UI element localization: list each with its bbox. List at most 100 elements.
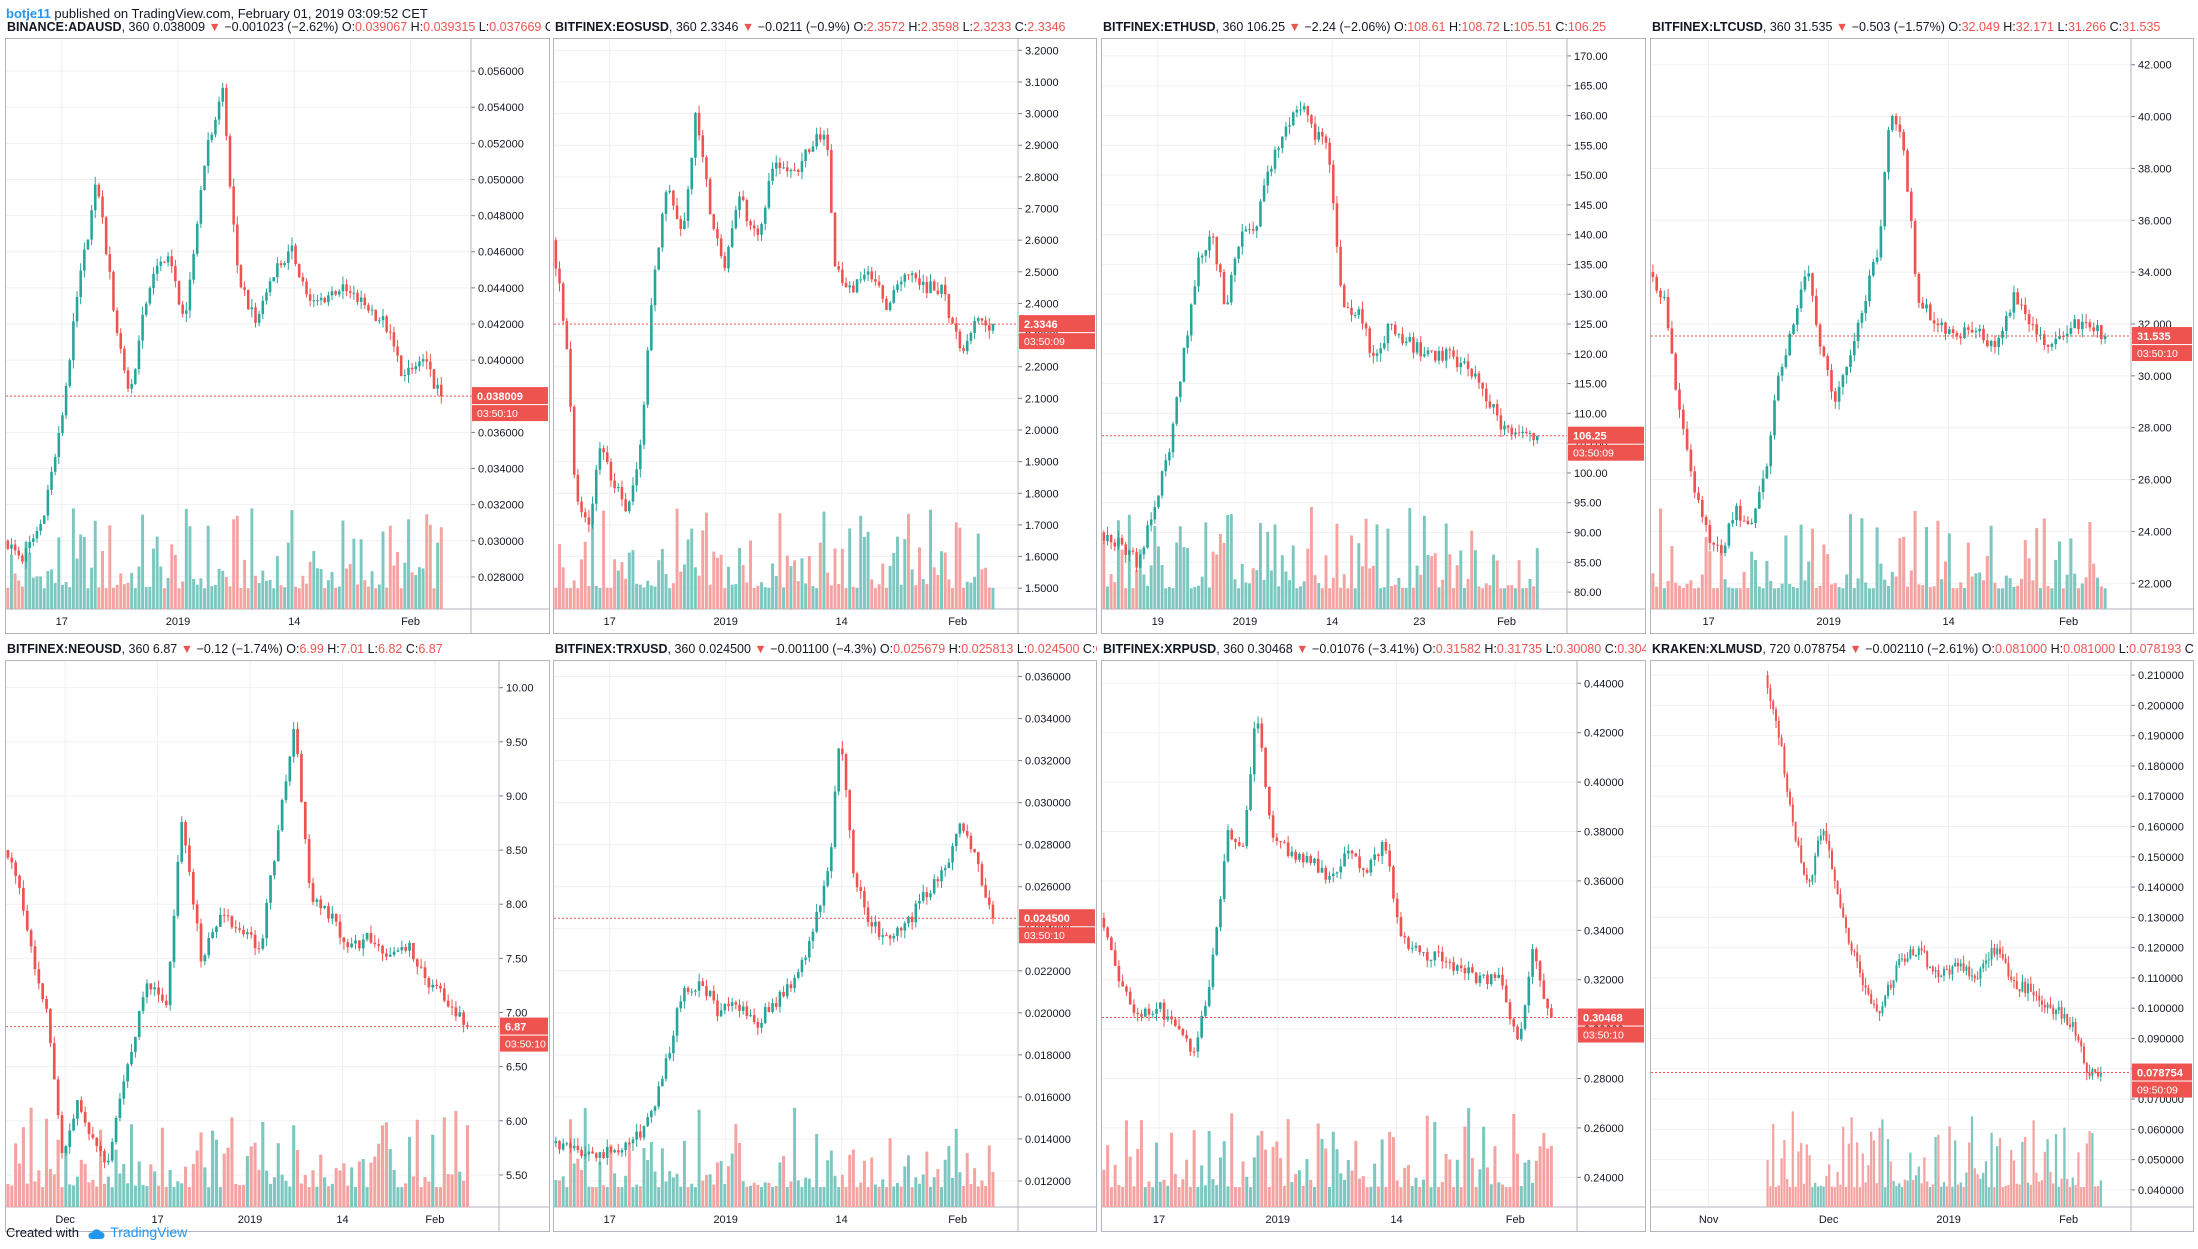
chart-area[interactable]: 0.056000 0.054000 0.052000 0.050000 0.048000… [5,38,550,634]
volume-bar [2027,558,2031,609]
candle-body [35,530,39,539]
volume-bar [257,1169,261,1207]
candle-body [1175,397,1178,424]
volume-bar [1331,1131,1335,1207]
candle-body [1357,309,1361,316]
candle-body [421,359,425,362]
volume-bar [149,1164,153,1207]
chart-panel[interactable]: BITFINEX:TRXUSD, 360 0.024500 ▼ −0.00110… [553,640,1097,1232]
chart-panel[interactable]: BITFINEX:ETHUSD, 360 106.25 ▼ −2.24 (−2.… [1101,18,1646,634]
volume-bar [1886,585,1891,609]
volume-bar [1780,583,1784,609]
candle-body [1365,869,1369,873]
volume-bar [844,1187,848,1207]
volume-bar [561,567,565,609]
candle-body [1452,350,1455,357]
candle-body [1693,471,1697,493]
candle-body [1519,1028,1523,1040]
volume-bar [1906,1180,1909,1207]
candle-body [381,316,385,321]
volume-bar [188,526,192,609]
volume-bar [745,582,749,609]
volume-bar [1477,586,1481,609]
candle-body [1906,958,1909,962]
volume-bar [2082,1187,2086,1207]
candle-body [2001,330,2004,338]
candle-body [1828,841,1831,851]
candle-body [1301,853,1305,863]
volume-bar [241,1185,246,1207]
candlestick-chart[interactable]: 0.0360000.0340000.0320000.0300000.028000… [554,661,1096,1231]
candlestick-chart[interactable]: 42.00040.00038.00036.00034.00032.00030.0… [1651,39,2193,633]
candlestick-chart[interactable]: 10.009.509.008.508.007.507.006.506.005.5… [6,661,549,1231]
chart-area[interactable]: 42.000 40.000 38.000 36.000 34.000 32.000 30.0… [1650,38,2194,634]
volume-bar [1192,1130,1196,1207]
chart-panel[interactable]: BITFINEX:NEOUSD, 360 6.87 ▼ −0.12 (−1.74… [5,640,550,1232]
y-tick-label: 2.8000 [1025,172,1059,184]
candle-body [123,348,126,371]
candle-body [1383,343,1386,349]
chart-panel[interactable]: BITFINEX:XRPUSD, 360 0.30468 ▼ −0.01076 … [1101,640,1646,1232]
chart-panel[interactable]: BINANCE:ADAUSD, 360 0.038009 ▼ −0.001023… [5,18,550,634]
chart-area[interactable]: 0.036000 0.034000 0.032000 0.030000 0.028000… [553,660,1097,1232]
chart-area[interactable]: 0.44000 0.42000 0.40000 0.38000 0.36000 0.340… [1101,660,1646,1232]
open-value: 32.049 [1961,20,2000,34]
candle-body [628,501,631,512]
author-link[interactable]: botje11 [6,6,51,21]
candle-body [1527,976,1531,1006]
volume-bar [598,587,602,609]
candle-body [388,954,392,957]
last-price: 0.30468 [1247,642,1293,656]
candlestick-chart[interactable]: 3.20003.10003.00002.90002.80002.70002.60… [554,39,1096,633]
volume-bar [1549,1145,1553,1207]
volume-bar [361,1159,365,1207]
x-tick-label: 2019 [1936,1214,1960,1226]
chart-panel[interactable]: KRAKEN:XLMUSD, 720 0.078754 ▼ −0.002110 … [1650,640,2194,1232]
candle-body [1666,296,1670,329]
tradingview-logo-text[interactable]: TradingView [110,1224,188,1240]
close-label: C: [1555,20,1568,34]
y-tick-label: 28.000 [2138,423,2172,435]
candle-body [932,879,936,894]
candle-body [1514,432,1517,435]
volume-bar [68,587,72,609]
volume-bar [888,1138,892,1207]
candle-body [83,1111,87,1123]
candle-body [863,891,866,908]
chart-panel[interactable]: BITFINEX:EOSUSD, 360 2.3346 ▼ −0.0211 (−… [553,18,1097,634]
volume-bar [20,586,24,609]
chart-area[interactable]: 0.210000 0.200000 0.190000 0.180000 0.170000… [1650,660,2194,1232]
volume-bar [840,1174,844,1207]
volume-bar [1928,587,1932,609]
chart-area[interactable]: 3.2000 3.1000 3.0000 2.9000 2.8000 2.7000 2.60… [553,38,1097,634]
volume-bar [292,1125,296,1207]
volume-bar [609,1144,613,1207]
chart-area[interactable]: 170.00 165.00 160.00 155.00 150.00 145.00 140.… [1101,38,1646,634]
y-tick-label: 0.052000 [478,138,524,150]
volume-bar [624,1175,628,1207]
volume-bar [903,539,907,609]
candlestick-chart[interactable]: 170.00165.00160.00155.00150.00145.00140.… [1102,39,1645,633]
chart-area[interactable]: 10.00 9.50 9.00 8.50 8.00 7.50 7.00 6.50 6.00 5.5… [5,660,550,1232]
y-tick-label: 40.000 [2138,112,2172,124]
candle-body [1241,845,1245,847]
candlestick-chart[interactable]: 0.2100000.2000000.1900000.1800000.170000… [1651,661,2193,1231]
volume-bar [565,588,569,609]
volume-bar [554,1180,558,1207]
candle-body [1448,961,1452,963]
chart-panel[interactable]: BITFINEX:LTCUSD, 360 31.535 ▼ −0.503 (−1… [1650,18,2194,634]
candle-body [605,1146,609,1158]
candlestick-chart[interactable]: 0.440000.420000.400000.380000.360000.340… [1102,661,1645,1231]
candlestick-chart[interactable]: 0.0560000.0540000.0520000.0500000.048000… [6,39,549,633]
volume-bar [1658,508,1663,609]
volume-bar [350,1167,354,1207]
candle-body [283,263,286,266]
volume-bar [1542,1133,1546,1207]
y-tick-label: 0.160000 [2138,821,2184,833]
volume-bar [311,1170,315,1207]
candle-body [64,385,68,416]
candle-body [2096,325,2099,332]
volume-bar [1470,530,1474,609]
chart-legend: KRAKEN:XLMUSD, 720 0.078754 ▼ −0.002110 … [1652,640,2194,658]
y-tick-label: 0.050000 [2138,1155,2184,1167]
